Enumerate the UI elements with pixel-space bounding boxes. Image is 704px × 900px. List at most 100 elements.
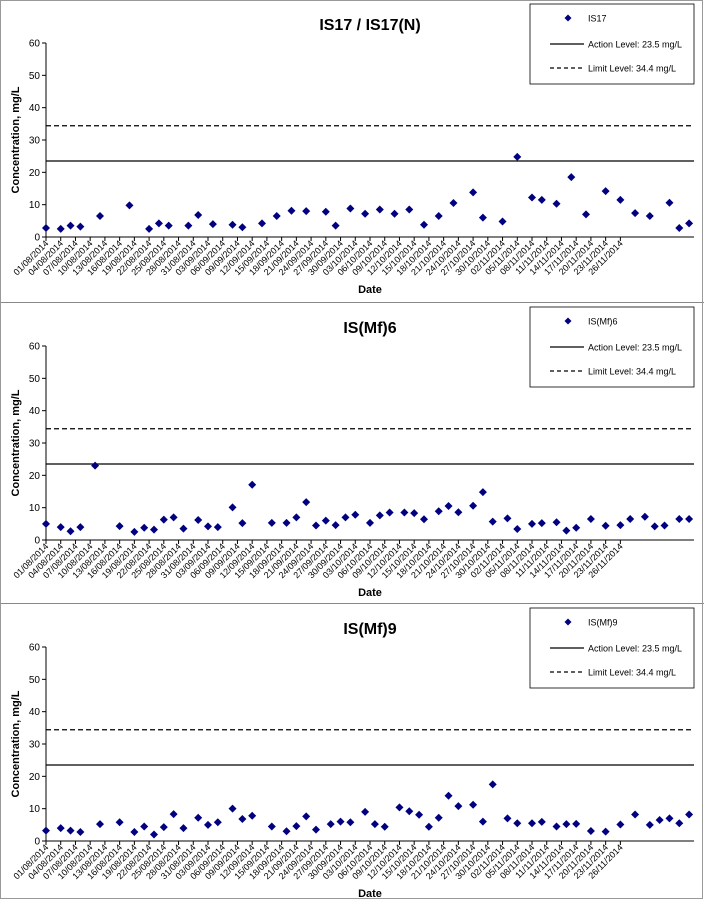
- legend-entry-label: IS(Mf)6: [588, 317, 618, 327]
- data-point: [582, 210, 590, 219]
- data-point: [444, 502, 453, 511]
- data-point: [76, 222, 85, 231]
- y-tick-label: 30: [29, 136, 41, 147]
- data-point: [616, 521, 625, 530]
- data-point: [449, 199, 458, 208]
- data-point: [640, 512, 649, 521]
- data-point: [96, 211, 104, 220]
- data-point: [331, 521, 340, 530]
- data-point: [488, 780, 497, 789]
- data-point: [675, 223, 684, 232]
- legend-entry-label: IS(Mf)9: [588, 618, 618, 628]
- data-point: [420, 220, 428, 229]
- data-point: [567, 173, 576, 182]
- data-point: [552, 518, 561, 527]
- legend-entry-label: Action Level: 23.5 mg/L: [588, 40, 682, 50]
- data-point: [238, 223, 247, 232]
- chart-panel-ismf6: IS(Mf)6 0 10 20 30 40 50 60 Concentration, mg/L 0…: [0, 302, 704, 603]
- data-point: [562, 526, 571, 535]
- data-point: [361, 209, 370, 218]
- data-point: [302, 812, 311, 821]
- data-point: [66, 826, 75, 835]
- data-point: [503, 514, 512, 523]
- legend-marker-icon: [564, 618, 572, 626]
- chart-title: IS17 / IS17(N): [319, 17, 420, 34]
- data-point: [385, 508, 394, 517]
- data-point: [513, 819, 522, 828]
- data-point: [503, 814, 512, 823]
- data-point: [164, 221, 173, 230]
- data-point: [321, 207, 330, 216]
- y-axis-label: Concentration, mg/L: [10, 389, 22, 496]
- data-point: [528, 819, 536, 828]
- data-point: [115, 818, 124, 827]
- legend-marker-icon: [564, 14, 572, 22]
- data-point: [282, 518, 291, 527]
- data-point: [267, 518, 276, 527]
- data-point: [665, 814, 674, 823]
- data-point: [655, 815, 664, 824]
- data-point: [366, 518, 374, 527]
- data-point: [675, 514, 684, 523]
- data-point: [194, 813, 203, 822]
- data-point: [228, 804, 237, 813]
- chart-title: IS(Mf)9: [343, 621, 396, 638]
- data-point: [410, 509, 419, 518]
- data-point: [434, 507, 443, 516]
- data-point: [375, 511, 384, 520]
- data-point: [513, 152, 522, 161]
- data-point: [194, 515, 203, 524]
- data-point: [96, 820, 104, 829]
- data-point: [248, 480, 257, 489]
- data-point: [258, 219, 266, 228]
- data-point: [145, 224, 154, 233]
- data-point: [616, 820, 625, 829]
- data-point: [405, 205, 414, 214]
- data-point: [42, 826, 50, 835]
- data-point: [331, 221, 340, 230]
- data-point: [169, 513, 178, 522]
- legend: IS17 Action Level: 23.5 mg/L Limit Level: …: [529, 3, 695, 85]
- data-point: [42, 223, 50, 232]
- data-point: [528, 193, 536, 202]
- data-point: [238, 815, 247, 824]
- data-point: [336, 817, 345, 826]
- data-point: [159, 823, 168, 832]
- y-tick-label: 0: [34, 536, 40, 547]
- data-point: [645, 211, 654, 220]
- data-point: [204, 522, 212, 531]
- y-axis-label: Concentration, mg/L: [10, 690, 22, 797]
- data-point: [616, 195, 625, 204]
- data-point: [154, 219, 163, 228]
- data-point: [537, 519, 546, 528]
- data-point: [469, 188, 478, 197]
- data-point: [420, 515, 428, 524]
- data-point: [302, 498, 311, 507]
- y-tick-label: 60: [29, 39, 41, 50]
- data-point: [115, 522, 124, 531]
- data-point: [56, 224, 65, 233]
- legend-entry-label: Limit Level: 34.4 mg/L: [588, 668, 676, 678]
- data-point: [159, 515, 168, 524]
- data-point: [390, 209, 399, 218]
- data-point: [498, 217, 507, 226]
- data-point: [562, 820, 571, 829]
- data-point: [213, 523, 222, 532]
- data-point: [282, 827, 291, 836]
- data-point: [125, 201, 134, 210]
- x-axis-label: Date: [358, 587, 382, 599]
- y-tick-label: 10: [29, 200, 41, 211]
- data-point: [434, 813, 443, 822]
- data-point: [204, 820, 212, 829]
- data-point: [380, 822, 389, 831]
- data-point: [626, 514, 635, 523]
- legend-entry-label: Limit Level: 34.4 mg/L: [588, 367, 676, 377]
- data-point: [292, 822, 301, 831]
- data-point: [91, 461, 100, 470]
- data-point: [169, 810, 178, 819]
- data-point: [302, 207, 311, 216]
- y-tick-label: 0: [34, 837, 40, 848]
- data-point: [675, 819, 684, 828]
- data-point: [140, 822, 149, 831]
- data-point: [208, 220, 217, 229]
